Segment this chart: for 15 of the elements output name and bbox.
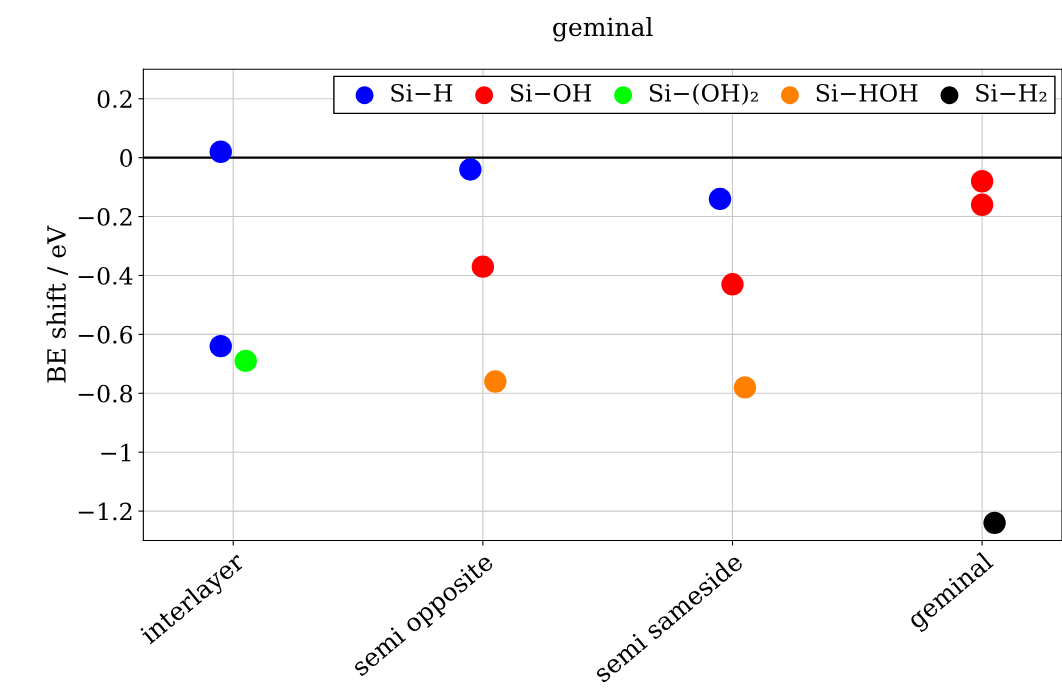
- y-tick-label: −1.2: [78, 502, 132, 521]
- legend-label: Si−(OH)₂: [649, 83, 758, 106]
- y-tick-label: 0: [120, 149, 133, 167]
- legend-label: Si−HOH: [816, 83, 918, 102]
- legend-label: Si−H: [391, 83, 453, 102]
- y-axis-title: BE shift / eV: [46, 225, 68, 383]
- y-tick-label: 0.2: [97, 90, 132, 109]
- y-tick-label: −0.8: [78, 384, 133, 403]
- y-tick-label: −0.4: [78, 266, 133, 285]
- y-tick-label: −0.2: [78, 208, 132, 226]
- legend-label: Si−H₂: [976, 83, 1047, 102]
- y-tick-label: −1: [101, 443, 131, 462]
- legend-label: Si−OH: [510, 83, 592, 102]
- y-tick-label: −0.6: [78, 325, 133, 344]
- chart-title: geminal: [553, 16, 653, 42]
